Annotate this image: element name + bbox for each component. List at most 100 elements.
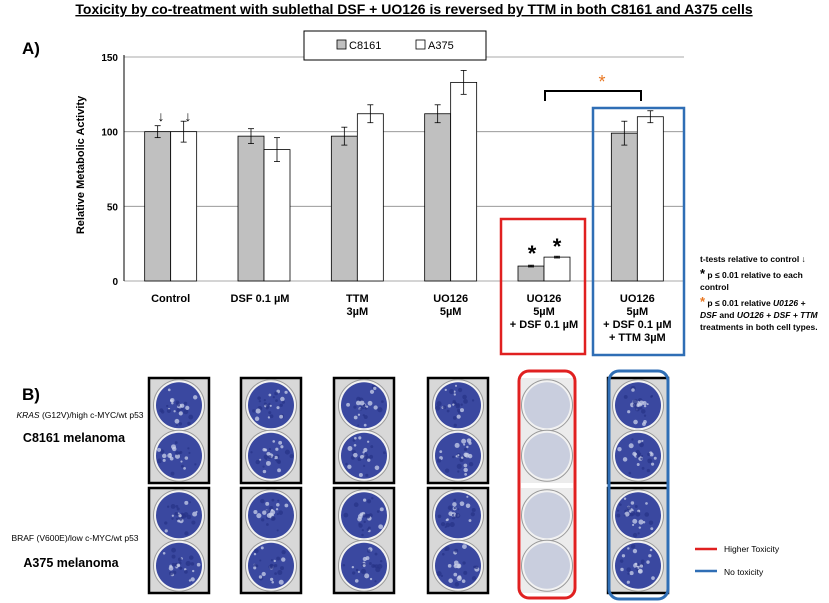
colony-speck: [279, 414, 284, 419]
colony-speck: [269, 414, 274, 419]
legend-label-c8161: C8161: [349, 40, 381, 52]
colony-speck: [639, 564, 644, 568]
colony-speck: [281, 400, 285, 404]
colony-speck: [278, 579, 284, 585]
colony-speck: [268, 411, 272, 415]
panel-a-label: A): [22, 39, 40, 58]
x-tick-label: Control: [151, 293, 190, 305]
note-line-3: control: [700, 282, 729, 292]
colony-speck: [281, 549, 286, 555]
colony-speck: [271, 498, 275, 502]
colony-speck: [253, 563, 257, 567]
colony-speck: [638, 400, 644, 406]
colony-speck: [627, 547, 630, 550]
colony-speck: [461, 579, 466, 583]
colony-speck: [355, 400, 361, 406]
colony-speck: [265, 460, 271, 466]
x-tick-label: 5µM: [627, 306, 649, 318]
control-arrow-c8161: ↓: [158, 108, 165, 124]
colony-speck: [262, 469, 267, 474]
colony-speck: [253, 566, 257, 570]
colony-speck: [371, 564, 376, 568]
colony-speck: [642, 422, 646, 427]
colony-speck: [265, 458, 268, 461]
colony-speck: [463, 443, 466, 446]
colony-speck: [647, 452, 651, 456]
colony-speck: [268, 402, 271, 406]
colony-speck: [357, 413, 361, 416]
colony-speck: [284, 503, 289, 508]
chart-legend: C8161 A375: [303, 30, 487, 61]
colony-speck: [453, 390, 456, 393]
colony-speck: [460, 403, 463, 406]
colony-speck: [175, 504, 179, 508]
colony-speck: [643, 404, 647, 408]
colony-speck: [458, 387, 463, 393]
colony-speck: [369, 389, 375, 394]
colony-speck: [265, 509, 270, 514]
colony-speck: [180, 407, 184, 411]
bar-a375-4: [543, 256, 571, 282]
stats-notes: t-tests relative to control ↓ * p ≤ 0.01…: [700, 254, 819, 332]
colony-speck: [367, 400, 373, 406]
colony-speck: [640, 457, 643, 460]
colony-speck: [184, 531, 189, 536]
colony-speck: [261, 518, 265, 522]
colony-speck: [179, 566, 183, 570]
colony-speck: [178, 411, 183, 416]
colony-speck: [649, 452, 654, 457]
colony-speck: [281, 557, 286, 562]
colony-speck: [169, 571, 173, 576]
colony-speck: [465, 503, 471, 509]
colony-speck: [260, 498, 265, 504]
colony-speck: [359, 407, 363, 411]
colony-speck: [451, 516, 456, 520]
colony-speck: [363, 447, 368, 453]
colony-speck: [463, 447, 468, 452]
colony-speck: [653, 456, 657, 460]
colony-speck: [175, 424, 178, 427]
note-line-2: * p ≤ 0.01 relative to each: [700, 266, 803, 281]
colony-speck: [463, 570, 468, 575]
colony-speck: [374, 465, 380, 471]
bar-c8161-2: [330, 135, 358, 282]
colony-speck: [470, 512, 475, 517]
colony-speck: [366, 440, 370, 443]
colony-speck: [169, 399, 173, 402]
colony-speck: [383, 451, 386, 455]
colony-speck: [190, 562, 195, 566]
colony-speck: [447, 404, 452, 408]
colony-speck: [456, 414, 461, 419]
colony-speck: [162, 458, 166, 462]
colony-speck: [452, 502, 457, 507]
cell-line-1-name: C8161 melanoma: [23, 431, 126, 445]
bar-a375-3: [450, 81, 478, 282]
colony-speck: [343, 512, 349, 518]
colony-speck: [444, 525, 447, 529]
colony-speck: [464, 473, 468, 476]
colony-speck: [279, 403, 283, 408]
colony-speck: [462, 544, 467, 550]
colony-speck: [267, 455, 272, 459]
colony-speck: [466, 495, 469, 498]
colony-speck: [456, 463, 462, 469]
colony-speck: [449, 389, 454, 395]
colony-speck: [250, 451, 253, 454]
colony-speck: [357, 457, 362, 462]
colony-speck: [455, 513, 461, 519]
colony-speck: [362, 556, 367, 562]
colony-speck: [185, 560, 191, 567]
red-plate-box: [517, 369, 577, 600]
colony-speck: [379, 559, 383, 563]
colony-speck: [352, 439, 356, 442]
bar-a375-1: [263, 149, 291, 282]
colony-speck: [342, 563, 346, 567]
colony-speck: [377, 407, 383, 413]
colony-speck: [172, 570, 177, 575]
colony-speck: [177, 403, 181, 407]
colony-speck: [468, 519, 472, 523]
colony-speck: [451, 513, 455, 517]
colony-speck: [196, 562, 201, 567]
colony-speck: [187, 421, 191, 426]
